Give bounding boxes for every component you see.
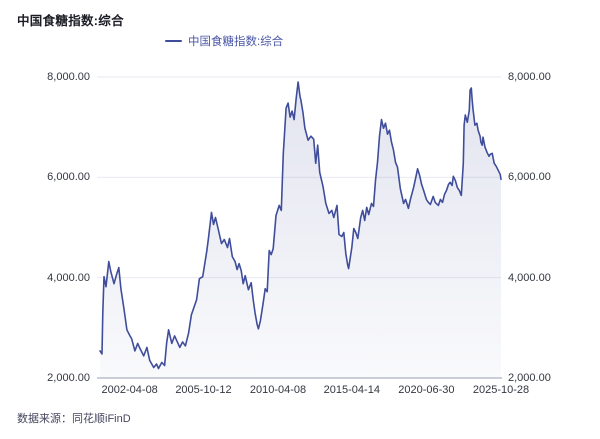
x-axis-label: 2015-04-14: [323, 384, 380, 396]
y-axis-label: 6,000.00: [508, 171, 551, 184]
series-line: [99, 81, 502, 370]
x-axis-label: 2010-04-08: [249, 384, 307, 396]
y-axis-label: 8,000.00: [47, 71, 90, 83]
y-axis-label: 4,000.00: [508, 271, 551, 284]
legend-item[interactable]: 中国食糖指数:综合: [165, 33, 283, 49]
y-axis-label: 8,000.00: [508, 71, 551, 83]
y-axis-label: 6,000.00: [47, 171, 90, 184]
legend-line-icon: [165, 39, 182, 43]
y-axis-label: 2,000.00: [508, 372, 551, 384]
x-axis-label: 2002-04-08: [101, 384, 158, 396]
x-axis-label: 2005-10-12: [175, 384, 232, 396]
source-note: 数据来源：同花顺iFinD: [17, 413, 131, 425]
chart-title: 中国食糖指数:综合: [17, 14, 124, 28]
legend-label: 中国食糖指数:综合: [188, 36, 284, 48]
y-axis-label: 4,000.00: [47, 271, 90, 284]
y-axis-label: 2,000.00: [47, 372, 90, 384]
series-area: [100, 82, 501, 378]
x-axis-label: 2025-10-28: [472, 384, 530, 396]
x-axis-label: 2020-06-30: [398, 384, 455, 396]
